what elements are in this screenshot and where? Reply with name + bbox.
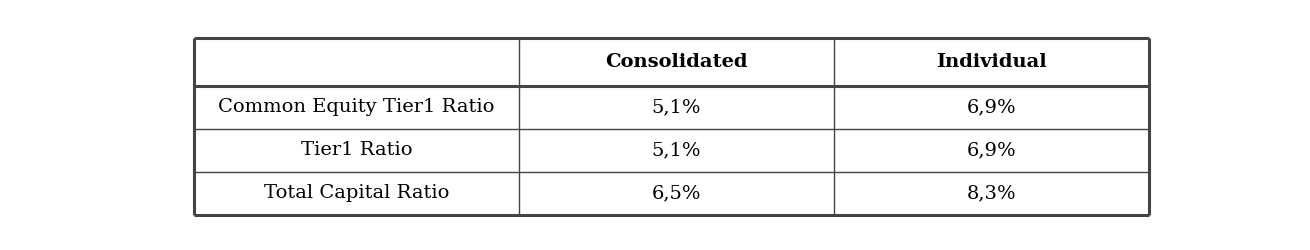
- Text: Total Capital Ratio: Total Capital Ratio: [263, 184, 449, 202]
- Text: 6,9%: 6,9%: [967, 141, 1015, 159]
- Text: 8,3%: 8,3%: [967, 184, 1015, 202]
- Text: Consolidated: Consolidated: [605, 52, 748, 70]
- Text: 6,9%: 6,9%: [967, 98, 1015, 116]
- Text: 5,1%: 5,1%: [651, 98, 701, 116]
- Text: 5,1%: 5,1%: [651, 141, 701, 159]
- Text: Common Equity Tier1 Ratio: Common Equity Tier1 Ratio: [219, 98, 495, 116]
- Text: Individual: Individual: [935, 52, 1047, 70]
- Text: Tier1 Ratio: Tier1 Ratio: [301, 141, 413, 159]
- Text: 6,5%: 6,5%: [651, 184, 701, 202]
